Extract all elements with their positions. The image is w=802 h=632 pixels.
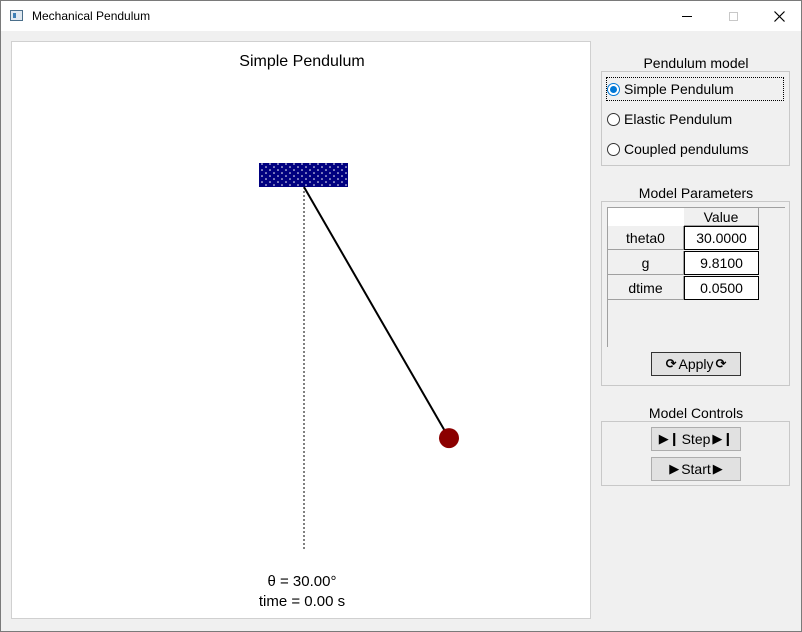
radio-label: Simple Pendulum (624, 81, 734, 97)
canvas-title: Simple Pendulum (239, 53, 365, 70)
parameters-table: Value theta0 30.0000 g 9.8100 dtime 0.05… (607, 207, 785, 347)
model-parameters-title: Model Parameters (638, 185, 754, 201)
radio-simple-pendulum[interactable]: Simple Pendulum (606, 77, 784, 101)
pendulum-support (259, 163, 348, 187)
apply-button[interactable]: ⟳ Apply ⟳ (651, 352, 741, 376)
refresh-icon: ⟳ (665, 356, 677, 372)
value-cell-dtime[interactable]: 0.0500 (684, 276, 759, 300)
maximize-button[interactable] (710, 1, 756, 31)
pendulum-model-group (601, 71, 790, 166)
pendulum-drawing (259, 163, 459, 549)
pendulum-rod (303, 186, 450, 439)
start-button[interactable]: ▶ Start ▶ (651, 457, 741, 481)
radio-coupled-pendulums[interactable]: Coupled pendulums (607, 138, 749, 160)
close-icon (773, 10, 785, 22)
play-icon: ▶ (669, 461, 680, 477)
radio-elastic-pendulum[interactable]: Elastic Pendulum (607, 108, 732, 130)
pendulum-canvas[interactable]: Simple Pendulum θ = 30.00° time = 0.00 s (11, 41, 591, 619)
model-parameters-group (601, 201, 790, 386)
value-cell-g[interactable]: 9.8100 (684, 251, 759, 275)
radio-label: Elastic Pendulum (624, 111, 733, 127)
row-header-g[interactable]: g (608, 251, 684, 275)
refresh-icon: ⟳ (715, 356, 727, 372)
title-bar[interactable]: Mechanical Pendulum (1, 1, 801, 31)
step-label: Step (681, 431, 711, 447)
minimize-button[interactable] (664, 1, 710, 31)
play-icon: ▶ (712, 461, 723, 477)
radio-button[interactable] (607, 82, 620, 96)
value-cell-theta0[interactable]: 30.0000 (684, 226, 759, 250)
radio-button[interactable] (607, 112, 620, 126)
radio-button[interactable] (607, 142, 620, 156)
row-header-dtime[interactable]: dtime (608, 276, 684, 300)
minimize-icon (682, 15, 692, 17)
row-header-theta0[interactable]: theta0 (608, 226, 684, 250)
time-readout: time = 0.00 s (258, 593, 346, 610)
radio-label: Coupled pendulums (624, 141, 749, 157)
step-button[interactable]: ▶❙ Step ▶❙ (651, 427, 741, 451)
pendulum-bob[interactable] (439, 428, 459, 449)
start-label: Start (681, 461, 711, 477)
pendulum-model-title: Pendulum model (643, 55, 749, 71)
step-forward-icon: ▶❙ (658, 431, 680, 447)
model-controls-group (601, 421, 790, 486)
model-controls-title: Model Controls (648, 405, 744, 421)
maximize-icon (728, 11, 738, 21)
apply-label: Apply (678, 356, 714, 372)
window-title: Mechanical Pendulum (32, 9, 151, 23)
app-window-icon (10, 10, 23, 21)
step-forward-icon: ▶❙ (712, 431, 734, 447)
close-button[interactable] (756, 1, 802, 31)
theta-readout: θ = 30.00° (267, 573, 337, 590)
column-header-value[interactable]: Value (684, 208, 759, 226)
table-corner (608, 208, 684, 226)
